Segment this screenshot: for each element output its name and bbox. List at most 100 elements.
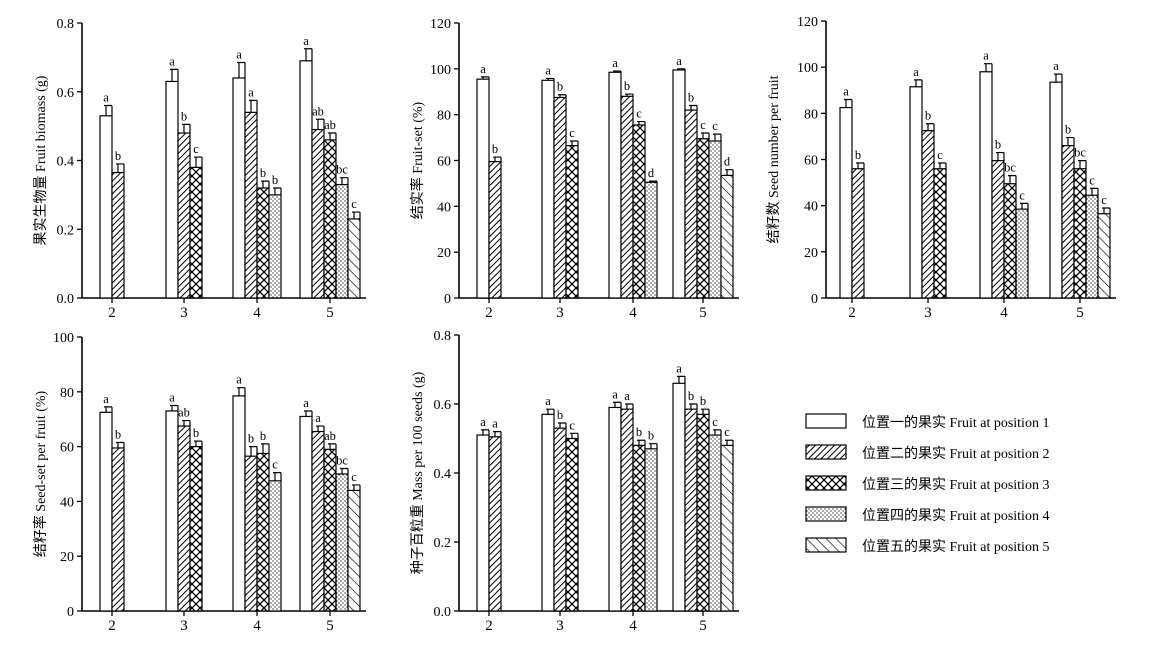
y-tick-label: 0 [811,292,818,307]
significance-letter: a [843,84,849,98]
x-tick-label: 3 [924,305,932,321]
error-bar [304,48,313,61]
legend-item-1: 位置一的果实 Fruit at position 1 [805,413,1049,431]
bar-cat5-pos2 [311,128,325,299]
significance-letter: b [248,432,254,446]
x-tick-label: 4 [1000,305,1008,321]
bar-cat4-pos3 [256,187,270,299]
bar-cat4-pos4 [644,181,658,299]
error-bar [481,76,490,80]
significance-letter: c [724,425,730,439]
bar-cat3-pos2 [177,425,191,612]
significance-letter: a [624,389,630,403]
bar-cat4-pos2 [620,408,634,612]
error-bar [237,61,246,78]
error-bar [677,375,686,384]
y-tick-label: 20 [804,246,818,261]
x-tick-label: 3 [180,618,188,634]
y-tick-label: 20 [60,550,74,565]
error-bar [613,70,622,73]
legend-label: 位置二的果实 Fruit at position 2 [862,446,1049,462]
error-bar [546,77,555,81]
significance-letter: b [260,166,266,180]
error-bar [713,133,722,142]
bar-cat4-pos1 [232,395,246,612]
significance-letter: c [636,107,642,121]
chart-panel-5: 0.0 0.2 0.4 0.6 0.8 种子百粒重 Mass per 100 seeds … [410,329,739,634]
error-bar [914,79,923,87]
y-tick-label: 80 [437,109,451,124]
bar-cat5-pos3 [696,138,710,299]
significance-letter: a [983,49,989,63]
legend-label: 位置一的果实 Fruit at position 1 [862,415,1049,431]
significance-letter: a [612,387,618,401]
error-bar [1008,175,1017,184]
error-bar [170,404,179,411]
y-tick-label: 40 [804,200,818,215]
bar-cat3-pos3 [565,437,579,612]
x-tick-label: 4 [253,618,261,634]
significance-letter: c [1089,173,1095,187]
legend-label: 位置五的果实 Fruit at position 5 [862,539,1049,555]
error-bar [170,68,179,82]
significance-letter: a [492,417,498,431]
error-bar [340,467,349,474]
significance-letter: b [648,429,654,443]
significance-letter: a [169,391,175,405]
bar-cat5-pos2 [1061,145,1075,299]
y-tick-label: 0.4 [57,155,75,170]
error-bar [104,406,113,413]
y-tick-label: 20 [437,246,451,261]
legend-item-5: 位置五的果实 Fruit at position 5 [805,537,1049,555]
significance-letter: a [303,34,309,48]
error-bar [701,132,710,139]
significance-letter: a [103,91,109,105]
error-bar [194,156,203,168]
y-tick-label: 100 [53,331,74,346]
error-bar [304,410,313,417]
y-axis-label: 结籽率 Seed-set per fruit (%) [32,390,49,557]
error-bar [570,140,579,146]
error-bar [1054,73,1063,83]
bar-cat3-pos2 [553,427,567,612]
significance-letter: a [248,85,254,99]
y-tick-label: 0.0 [434,605,452,620]
legend-label: 位置三的果实 Fruit at position 3 [862,477,1049,493]
bar-cat5-pos3 [1073,168,1087,299]
bar-cat5-pos1 [672,382,686,612]
y-tick-label: 100 [430,63,451,78]
y-axis-label: 果实生物量 Fruit biomass (g) [33,75,49,245]
bar-cat5-pos4 [335,473,349,612]
significance-letter: a [1053,59,1059,73]
error-bar [649,443,658,449]
x-tick-label: 4 [253,305,261,321]
significance-letter: c [700,118,706,132]
error-bar [725,439,734,446]
error-bar [677,68,686,70]
error-bar [352,211,361,219]
error-bar [182,419,191,427]
y-tick-label: 120 [797,15,818,30]
error-bar [493,431,502,437]
error-bar [316,118,325,130]
bar-cat5-pos5 [1097,213,1111,299]
y-tick-label: 40 [437,200,451,215]
y-tick-label: 80 [804,107,818,122]
significance-letter: a [103,392,109,406]
significance-letter: ab [312,104,324,118]
bar-cat5-pos3 [323,448,337,612]
x-tick-label: 3 [556,618,564,634]
legend-swatch [805,506,847,522]
significance-letter: b [855,148,861,162]
bar-cat5-pos5 [720,444,734,612]
significance-letter: a [545,63,551,77]
y-tick-label: 60 [804,154,818,169]
significance-letter: b [995,138,1001,152]
error-bar [116,163,125,173]
significance-letter: c [1019,188,1025,202]
bar-cat3-pos1 [541,413,555,612]
error-bar [689,104,698,111]
significance-letter: b [181,109,187,123]
bar-cat4-pos4 [1015,208,1029,299]
